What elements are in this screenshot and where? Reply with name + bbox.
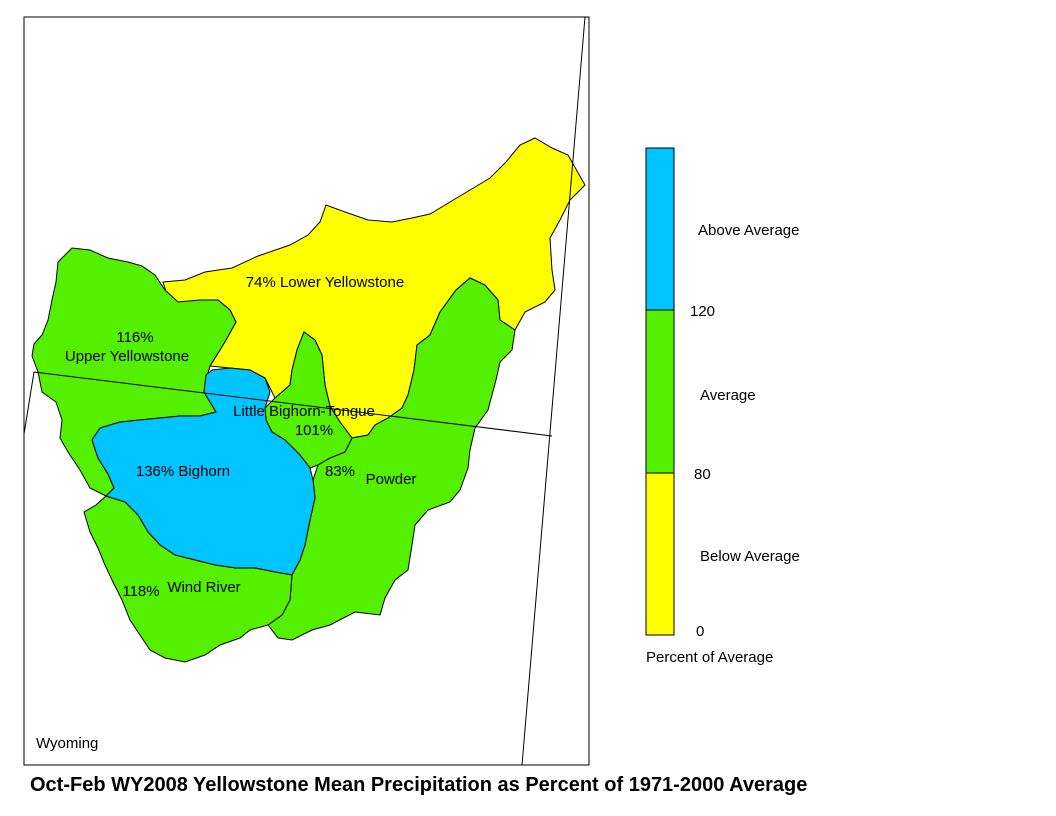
legend-tick-0: 0 [696, 623, 704, 640]
state-boundary-east [521, 16, 586, 766]
label-powder-percent: 83% [325, 463, 355, 480]
legend-below-average-label: Below Average [700, 548, 800, 565]
legend-swatch-above-average [645, 147, 675, 311]
state-boundary-west [23, 371, 35, 435]
legend-swatch-below-average [645, 472, 675, 636]
legend-tick-80: 80 [694, 466, 711, 483]
legend-above-average-label: Above Average [698, 222, 799, 239]
basin-powder[interactable] [267, 277, 516, 641]
label-powder-name: Powder [366, 471, 417, 488]
label-lower-yellowstone: 74% Lower Yellowstone [246, 274, 404, 291]
label-upper-yellowstone-name: Upper Yellowstone [65, 348, 189, 365]
legend-swatch-average [645, 309, 675, 474]
label-little-bighorn-tongue-name: Little Bighorn-Tongue [233, 403, 375, 420]
state-label-wyoming: Wyoming [36, 735, 98, 752]
legend-caption: Percent of Average [646, 649, 773, 666]
legend-tick-120: 120 [690, 303, 715, 320]
label-wind-river-name: Wind River [167, 579, 240, 596]
label-bighorn: 136% Bighorn [136, 463, 230, 480]
map-title: Oct-Feb WY2008 Yellowstone Mean Precipit… [30, 774, 807, 796]
label-wind-river-percent: 118% [122, 583, 159, 600]
label-little-bighorn-tongue-percent: 101% [295, 422, 333, 439]
legend-average-label: Average [700, 387, 756, 404]
label-upper-yellowstone-percent: 116% [116, 329, 153, 346]
state-boundary-north [33, 371, 553, 437]
basin-wind-river[interactable] [83, 495, 293, 663]
